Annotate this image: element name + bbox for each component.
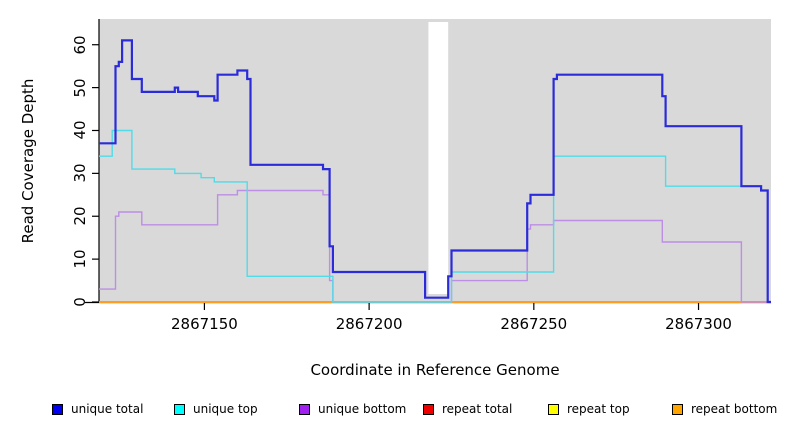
legend-item-unique-total: unique total: [52, 399, 143, 419]
y-tick-label: 60: [71, 35, 89, 55]
legend-item-repeat-top: repeat top: [548, 399, 630, 419]
series-line-unique-total: [99, 39, 771, 304]
legend-label: repeat top: [567, 402, 630, 416]
masked-region: [428, 22, 449, 294]
x-axis-title: Coordinate in Reference Genome: [310, 361, 560, 379]
legend-swatch-repeat-total: [423, 403, 434, 415]
series-line-unique-bottom: [99, 189, 771, 303]
legend-label: unique bottom: [318, 402, 407, 416]
legend-swatch-unique-top: [174, 403, 185, 415]
legend-swatch-repeat-bottom: [672, 403, 683, 415]
y-tick-label: 50: [71, 78, 89, 98]
legend-label: unique total: [71, 402, 144, 416]
y-tick-label: 0: [71, 297, 89, 307]
legend-item-repeat-total: repeat total: [423, 399, 512, 419]
x-tick-label: 2867150: [171, 315, 238, 333]
legend-item-unique-bottom: unique bottom: [299, 399, 406, 419]
y-tick-label: 30: [71, 163, 89, 183]
x-tick-label: 2867200: [335, 315, 403, 333]
legend-swatch-unique-bottom: [299, 403, 310, 415]
legend-swatch-unique-total: [52, 403, 63, 415]
x-tick-label: 2867300: [665, 315, 732, 333]
legend-label: unique top: [193, 402, 258, 416]
legend-swatch-repeat-top: [548, 403, 559, 415]
y-tick-label: 10: [71, 249, 89, 269]
legend-item-unique-top: unique top: [174, 399, 258, 419]
legend-label: repeat total: [442, 402, 513, 416]
y-tick-label: 40: [71, 120, 89, 141]
legend-item-repeat-bottom: repeat bottom: [672, 399, 777, 419]
y-axis-title: Read Coverage Depth: [19, 78, 37, 244]
x-tick-label: 2867250: [500, 315, 568, 333]
legend-label: repeat bottom: [691, 402, 778, 416]
y-tick-label: 20: [71, 206, 89, 226]
